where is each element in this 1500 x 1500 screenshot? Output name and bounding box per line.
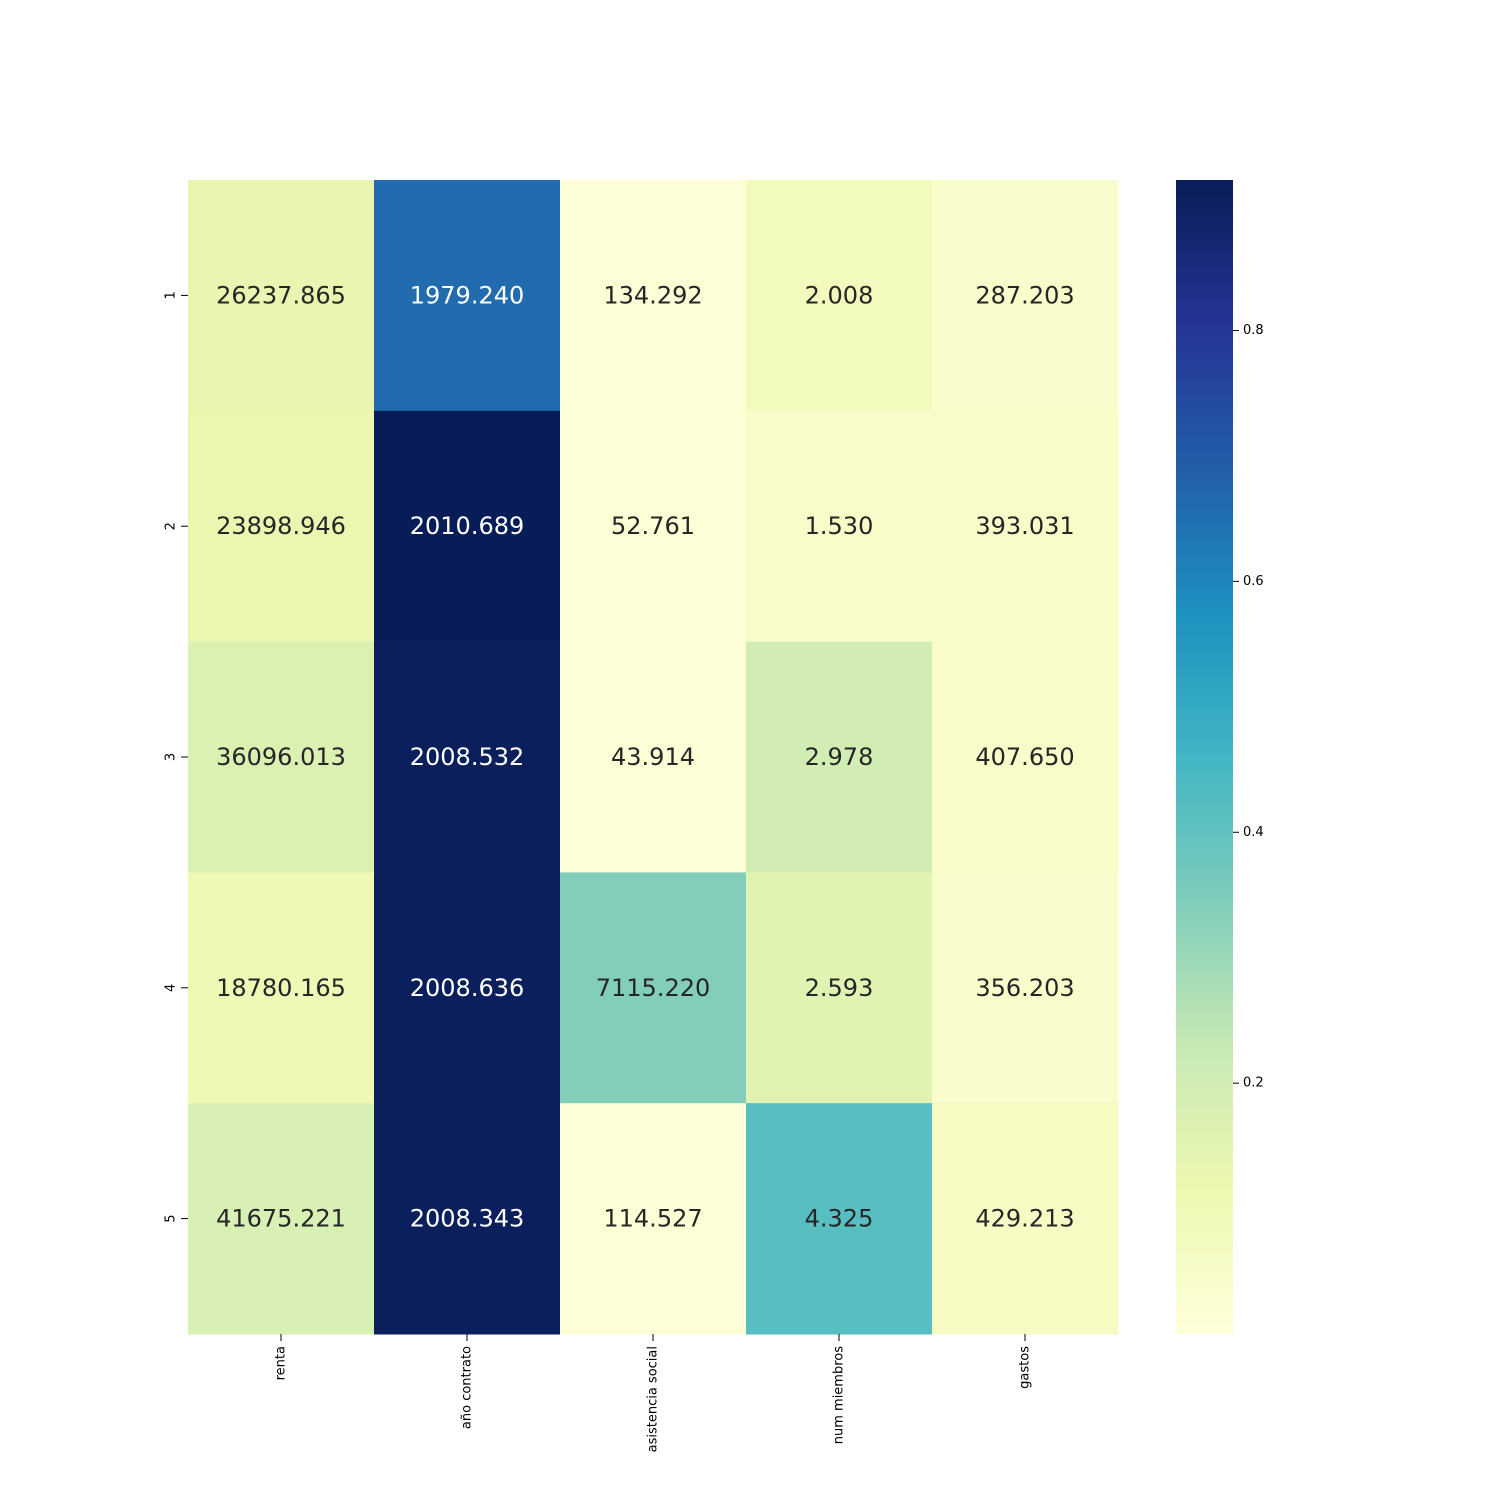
cell-value-label: 287.203 <box>975 281 1074 309</box>
heatmap-cell <box>932 872 1119 1104</box>
cell-value-label: 2008.343 <box>410 1205 525 1233</box>
cell-value-label: 2.593 <box>805 974 874 1002</box>
row-axis: 1 2 3 4 5 <box>164 291 188 1223</box>
cell-value-label: 407.650 <box>975 743 1074 771</box>
column-tick-label: renta <box>274 1346 289 1380</box>
heatmap-cells <box>188 180 1119 1335</box>
row-tick-label: 4 <box>164 984 179 992</box>
cell-value-label: 114.527 <box>603 1205 702 1233</box>
heatmap-annotations: 26237.865 1979.240 134.292 2.008 287.203 2389… <box>216 281 1075 1232</box>
heatmap-cell <box>560 410 747 643</box>
row-tick-label: 3 <box>164 753 179 761</box>
heatmap-cell <box>374 1103 561 1335</box>
cell-value-label: 41675.221 <box>216 1205 346 1233</box>
cell-value-label: 23898.946 <box>216 512 346 540</box>
colorbar-gradient <box>1176 180 1233 1334</box>
colorbar-ticks: 0.2 0.4 0.6 0.8 <box>1233 323 1264 1091</box>
heatmap-cell <box>560 1103 747 1335</box>
cell-value-label: 26237.865 <box>216 281 346 309</box>
column-axis: renta año contrato asistencia social num mi… <box>274 1334 1033 1452</box>
heatmap-cell <box>374 410 561 643</box>
row-tick-label: 1 <box>164 291 179 299</box>
heatmap-cell <box>560 180 747 412</box>
cell-value-label: 356.203 <box>975 974 1074 1002</box>
cell-value-label: 2.978 <box>805 743 874 771</box>
heatmap-cell <box>374 641 561 873</box>
heatmap-cell <box>560 872 747 1104</box>
cell-value-label: 43.914 <box>611 743 695 771</box>
cell-value-label: 36096.013 <box>216 743 346 771</box>
cell-value-label: 393.031 <box>975 512 1074 540</box>
row-tick-label: 5 <box>164 1214 179 1222</box>
heatmap-cell <box>188 410 375 643</box>
heatmap-cell <box>374 180 561 412</box>
cell-value-label: 134.292 <box>603 281 702 309</box>
heatmap-cell <box>560 641 747 873</box>
row-tick-label: 2 <box>164 522 179 530</box>
heatmap-cell <box>746 410 933 643</box>
cell-value-label: 18780.165 <box>216 974 346 1002</box>
cell-value-label: 1.530 <box>805 512 874 540</box>
heatmap-cell <box>746 1103 933 1335</box>
heatmap-cell <box>932 410 1119 643</box>
column-tick-label: asistencia social <box>646 1346 661 1452</box>
colorbar-tick-label: 0.6 <box>1243 574 1264 589</box>
heatmap-cell <box>188 641 375 873</box>
colorbar-tick-label: 0.8 <box>1243 323 1264 338</box>
cell-value-label: 2.008 <box>805 281 874 309</box>
heatmap-cell <box>932 1103 1119 1335</box>
column-tick-label: gastos <box>1018 1346 1033 1389</box>
heatmap-cell <box>374 872 561 1104</box>
heatmap-cell <box>188 180 375 412</box>
heatmap-cell <box>932 180 1119 412</box>
heatmap-cell <box>746 180 933 412</box>
heatmap-cell <box>746 641 933 873</box>
cell-value-label: 429.213 <box>975 1205 1074 1233</box>
cell-value-label: 2008.532 <box>410 743 525 771</box>
cell-value-label: 52.761 <box>611 512 695 540</box>
colorbar: 0.2 0.4 0.6 0.8 <box>1176 180 1264 1334</box>
cell-value-label: 2008.636 <box>410 974 525 1002</box>
cell-value-label: 2010.689 <box>410 512 525 540</box>
cell-value-label: 7115.220 <box>596 974 711 1002</box>
column-tick-label: año contrato <box>460 1346 475 1429</box>
heatmap-cell <box>746 872 933 1104</box>
colorbar-tick-label: 0.2 <box>1243 1076 1264 1091</box>
cell-value-label: 1979.240 <box>410 281 525 309</box>
heatmap-cell <box>188 872 375 1104</box>
heatmap-cell <box>188 1103 375 1335</box>
colorbar-tick-label: 0.4 <box>1243 825 1264 840</box>
cell-value-label: 4.325 <box>805 1205 874 1233</box>
heatmap-cell <box>932 641 1119 873</box>
column-tick-label: num miembros <box>832 1346 847 1444</box>
